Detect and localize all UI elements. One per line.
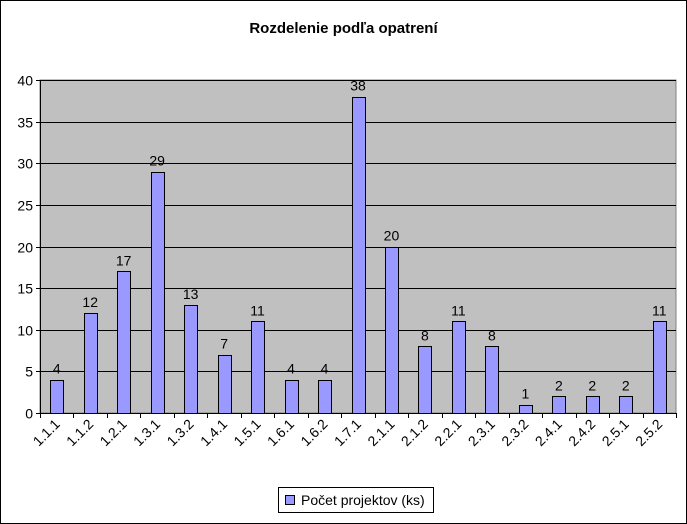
data-label: 2 xyxy=(588,377,596,393)
bar xyxy=(352,97,366,414)
category-label: 2.1.1 xyxy=(364,416,397,449)
data-label: 29 xyxy=(149,153,165,169)
y-tick-label: 20 xyxy=(17,240,33,256)
data-label: 12 xyxy=(82,294,98,310)
y-tick-label: 5 xyxy=(25,364,33,380)
data-label: 8 xyxy=(488,327,496,343)
data-label: 4 xyxy=(287,361,295,377)
data-label: 4 xyxy=(321,361,329,377)
category-label: 2.4.1 xyxy=(532,416,565,449)
category-label: 2.5.2 xyxy=(632,416,665,449)
bar xyxy=(318,380,332,414)
data-label: 1 xyxy=(521,386,529,402)
data-label: 2 xyxy=(555,377,563,393)
data-label: 11 xyxy=(652,302,667,318)
bar xyxy=(452,321,466,414)
legend-swatch xyxy=(285,495,295,505)
category-label: 1.4.1 xyxy=(197,416,230,449)
category-label: 1.2.1 xyxy=(96,416,129,449)
data-label: 20 xyxy=(384,228,400,244)
category-label: 1.6.2 xyxy=(297,416,330,449)
y-tick-label: 35 xyxy=(17,115,33,131)
category-label: 2.3.1 xyxy=(465,416,498,449)
y-tick-label: 10 xyxy=(17,323,33,339)
legend-label: Počet projektov (ks) xyxy=(301,492,425,508)
bar xyxy=(285,380,299,414)
category-label: 1.1.1 xyxy=(30,416,63,449)
bar xyxy=(117,271,131,414)
y-tick-label: 0 xyxy=(25,406,33,422)
category-label: 2.5.1 xyxy=(599,416,632,449)
data-label: 2 xyxy=(622,377,630,393)
bar xyxy=(619,396,633,414)
category-label: 2.4.2 xyxy=(565,416,598,449)
bar xyxy=(251,321,265,414)
bar xyxy=(84,313,98,414)
y-tick-label: 15 xyxy=(17,281,33,297)
bar xyxy=(50,380,64,414)
data-label: 13 xyxy=(183,286,199,302)
legend: Počet projektov (ks) xyxy=(278,487,434,513)
bar xyxy=(586,396,600,414)
category-label: 1.3.2 xyxy=(163,416,196,449)
data-label: 38 xyxy=(350,78,366,94)
data-label: 11 xyxy=(451,302,466,318)
bar xyxy=(151,172,165,414)
bar xyxy=(418,346,432,414)
category-label: 2.3.2 xyxy=(498,416,531,449)
chart-title: Rozdelenie podľa opatrení xyxy=(249,20,438,37)
bar xyxy=(552,396,566,414)
category-label: 1.1.2 xyxy=(63,416,96,449)
category-label: 1.5.1 xyxy=(230,416,263,449)
bar xyxy=(218,355,232,414)
bar xyxy=(485,346,499,414)
category-label: 1.6.1 xyxy=(264,416,297,449)
bar xyxy=(519,405,533,414)
category-label: 1.7.1 xyxy=(331,416,364,449)
bar xyxy=(653,321,667,414)
bar xyxy=(385,247,399,414)
category-label: 2.1.2 xyxy=(398,416,431,449)
category-label: 1.3.1 xyxy=(130,416,163,449)
data-label: 17 xyxy=(116,252,132,268)
bar xyxy=(184,305,198,414)
data-label: 11 xyxy=(250,302,265,318)
y-tick-label: 40 xyxy=(17,73,33,89)
y-tick-label: 25 xyxy=(17,198,33,214)
data-label: 7 xyxy=(220,336,228,352)
data-label: 4 xyxy=(53,361,61,377)
y-tick-label: 30 xyxy=(17,156,33,172)
category-label: 2.2.1 xyxy=(431,416,464,449)
data-label: 8 xyxy=(421,327,429,343)
